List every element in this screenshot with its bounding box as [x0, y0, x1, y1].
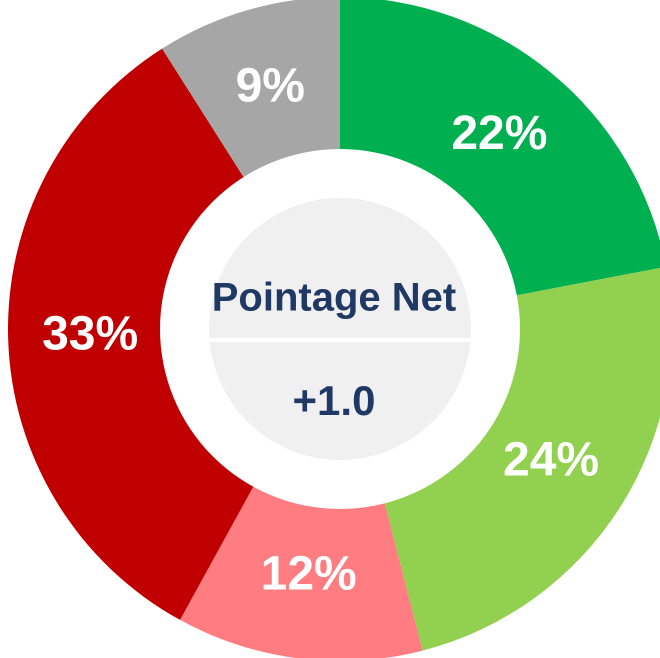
slice — [162, 0, 340, 186]
labels: 22% 24% 12% 33% 9% — [42, 60, 599, 601]
center-disc — [209, 198, 471, 460]
slice — [382, 267, 660, 651]
value-label: 24% — [503, 434, 599, 487]
center-value: +1.0 — [293, 377, 376, 424]
slices — [7, 0, 660, 658]
slice — [340, 0, 660, 298]
slice — [180, 477, 423, 658]
value-label: 12% — [261, 548, 357, 601]
value-label: 22% — [451, 107, 547, 160]
center-title: Pointage Net — [212, 276, 456, 320]
value-label: 33% — [42, 308, 138, 361]
value-label: 9% — [236, 60, 305, 113]
slice — [7, 48, 259, 620]
